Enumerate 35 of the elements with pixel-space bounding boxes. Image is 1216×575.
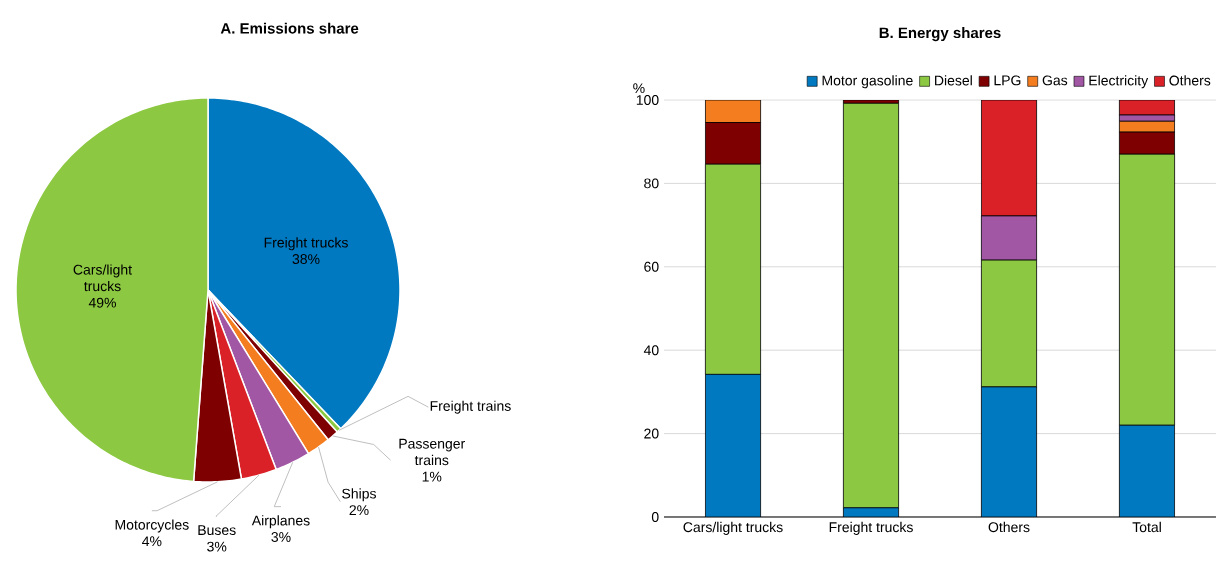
x-tick-label: Others — [988, 521, 1030, 533]
data-label: 1% — [422, 471, 442, 482]
legend-label: LPG — [994, 75, 1021, 86]
bar — [705, 99, 761, 123]
x-tick-label: Freight trucks — [829, 521, 913, 535]
x-tick-label: Cars/light trucks — [683, 521, 783, 535]
y-tick-label: 100 — [636, 95, 659, 105]
data-label: 38% — [292, 254, 320, 265]
data-label: 49% — [88, 297, 116, 308]
data-label: 3% — [271, 532, 291, 542]
data-label: 4% — [142, 536, 162, 547]
slice-label: Passenger trains — [399, 438, 465, 466]
y-tick-label: 80 — [644, 178, 659, 189]
chart-title: A. Emissions share — [220, 22, 359, 34]
y-tick-label: 60 — [644, 261, 659, 272]
legend-label: Motor gasoline — [822, 75, 913, 89]
x-tick-label: Total — [1132, 521, 1161, 533]
y-tick-label: 0 — [651, 512, 659, 522]
legend-label: Gas — [1042, 75, 1068, 86]
y-tick-label: 40 — [643, 345, 659, 356]
chart-title: B. Energy shares — [879, 27, 1001, 42]
slice-label: Airplanes — [251, 515, 310, 529]
legend-label: Electricity — [1089, 75, 1149, 89]
slice-label: Cars/light trucks — [73, 264, 132, 292]
data-label: 2% — [349, 505, 369, 516]
slice-label: Freight trains — [430, 400, 511, 414]
legend-label: Others — [1169, 75, 1211, 86]
slice-label: Motorcycles — [115, 519, 189, 533]
data-label: 3% — [207, 541, 227, 552]
y-axis-title: % — [633, 83, 645, 94]
slice-label: Buses — [198, 525, 236, 536]
slice-label: Ships — [342, 488, 376, 502]
slice-label: Freight trucks — [264, 237, 348, 251]
y-tick-label: 20 — [644, 428, 659, 439]
legend-label: Diesel — [935, 75, 972, 86]
